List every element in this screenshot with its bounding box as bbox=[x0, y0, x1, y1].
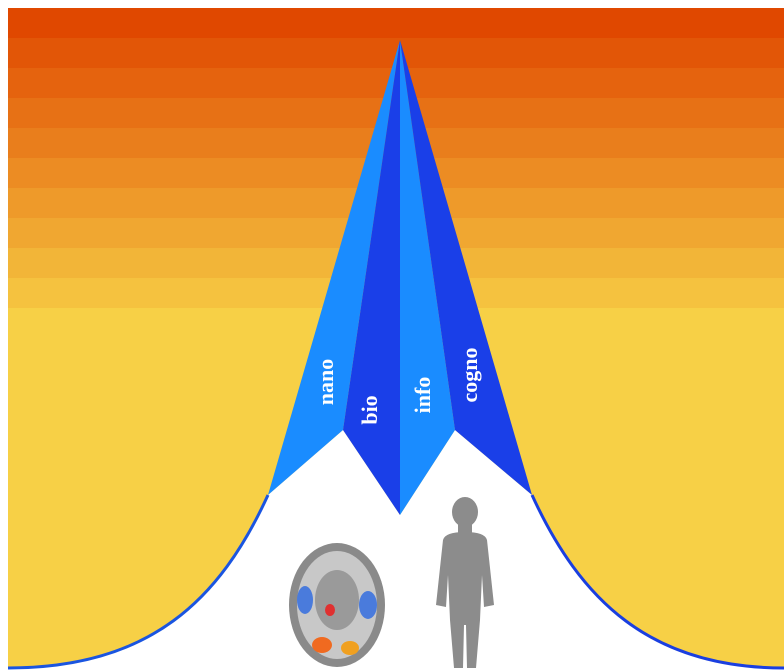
facet-bio bbox=[343, 40, 400, 515]
sky-band bbox=[8, 8, 784, 38]
base-white bbox=[8, 430, 784, 672]
person-silhouette bbox=[436, 497, 494, 668]
label-nano: nano bbox=[313, 359, 338, 405]
facet-nano bbox=[268, 40, 400, 495]
label-cogno: cogno bbox=[457, 348, 482, 403]
facet-cogno bbox=[400, 40, 532, 495]
curve-left bbox=[7, 494, 270, 670]
curve-right bbox=[530, 494, 784, 670]
label-info: info bbox=[410, 377, 435, 414]
label-bio: bio bbox=[357, 395, 382, 424]
brain-scan bbox=[289, 543, 385, 667]
facet-info bbox=[400, 40, 455, 515]
